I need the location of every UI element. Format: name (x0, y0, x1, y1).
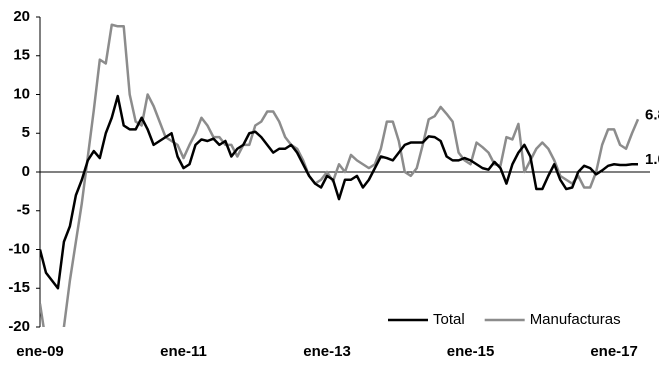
y-tick-label: 20 (13, 8, 30, 25)
x-tick-label: ene-17 (590, 343, 638, 360)
x-tick-label: ene-11 (160, 343, 207, 360)
legend-label: Manufacturas (530, 311, 621, 328)
legend-label: Total (433, 311, 465, 328)
y-tick-label: 0 (22, 163, 30, 180)
x-tick-label: ene-13 (303, 343, 351, 360)
y-tick-label: -15 (8, 279, 30, 296)
end-label: 1.0 (645, 151, 659, 168)
x-tick-label: ene-15 (447, 343, 495, 360)
x-tick-label: ene-09 (16, 343, 64, 360)
y-tick-label: 15 (13, 47, 30, 64)
y-tick-label: -5 (17, 202, 30, 219)
y-tick-label: 10 (13, 85, 30, 102)
end-label: 6.8 (645, 106, 659, 123)
y-tick-label: 5 (22, 124, 30, 141)
y-tick-label: -10 (8, 240, 30, 257)
series-line (40, 94, 638, 290)
y-tick-label: -20 (8, 318, 30, 335)
